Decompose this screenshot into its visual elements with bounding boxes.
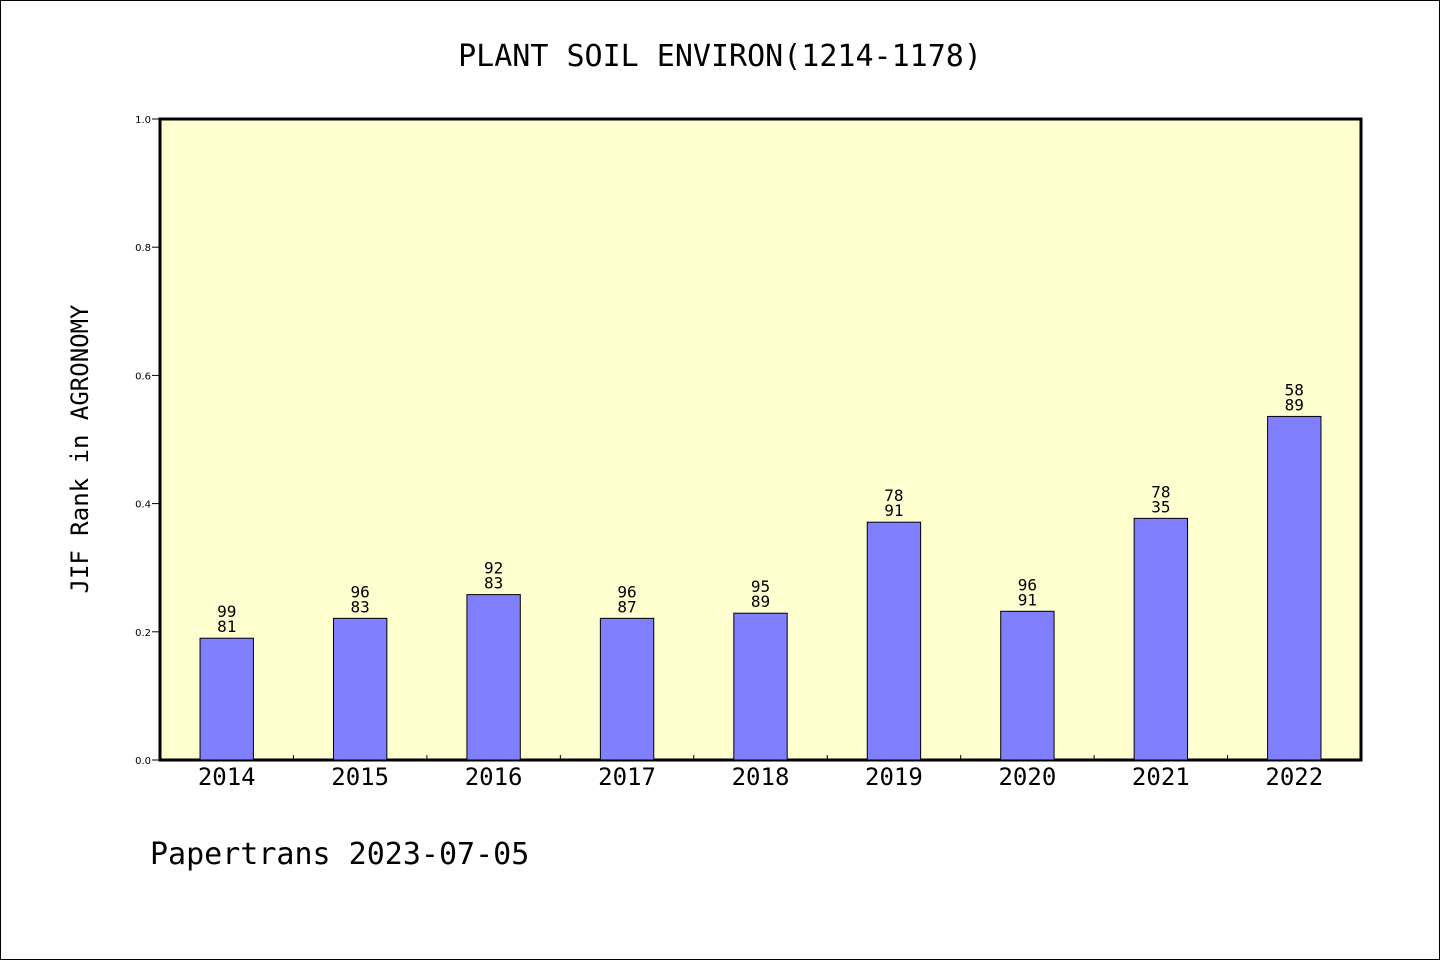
bar-label-top-2020: 96: [1018, 575, 1037, 594]
bar-label-bottom-2018: 89: [751, 592, 770, 611]
bar-label-bottom-2021: 35: [1151, 497, 1170, 516]
bar-label-top-2014: 99: [217, 602, 236, 621]
bar-label-bottom-2015: 83: [351, 597, 370, 616]
x-tick-label-2021: 2021: [1132, 763, 1190, 791]
bar-2015: [332, 617, 388, 761]
x-tick-label-2014: 2014: [198, 763, 256, 791]
y-tick-label: 0.4: [135, 500, 151, 511]
y-tick-label: 0.6: [135, 371, 151, 382]
bar-2016: [466, 594, 521, 761]
y-tick-label: 0.2: [135, 628, 151, 639]
bar-label-top-2016: 92: [484, 559, 503, 578]
bar-label-top-2015: 96: [351, 582, 370, 601]
y-tick-label: 1.0: [135, 115, 151, 126]
x-axis: 2014 2015 2016 2017 2018 2019 2020 2021 2022: [198, 755, 1323, 791]
y-tick-label: 0.0: [135, 756, 151, 767]
x-tick-label-2017: 2017: [598, 763, 656, 791]
bars-group: [199, 415, 1322, 761]
x-tick-label-2022: 2022: [1265, 763, 1323, 791]
footer-credit: Papertrans 2023-07-05: [150, 837, 529, 872]
bar-2022: [1267, 415, 1322, 761]
bar-label-top-2019: 78: [884, 486, 903, 505]
bar-label-top-2018: 95: [751, 577, 770, 596]
x-tick-label-2019: 2019: [865, 763, 923, 791]
bar-2021: [1133, 517, 1189, 761]
y-tick-label: 0.8: [135, 243, 151, 254]
bar-label-bottom-2017: 87: [617, 597, 636, 616]
bar-2014: [199, 637, 254, 761]
x-tick-label-2020: 2020: [998, 763, 1056, 791]
bar-label-bottom-2020: 91: [1018, 590, 1037, 609]
bar-2019: [866, 521, 922, 761]
bar-2018: [733, 612, 788, 761]
bar-2017: [599, 617, 655, 761]
bar-label-top-2022: 58: [1285, 380, 1304, 399]
bar-label-bottom-2014: 81: [217, 617, 236, 636]
y-axis: 0.0 0.2 0.4 0.6 0.8 1.0: [135, 115, 160, 767]
bar-label-bottom-2016: 83: [484, 574, 503, 593]
bar-label-top-2017: 96: [617, 582, 636, 601]
x-tick-label-2018: 2018: [732, 763, 790, 791]
bar-label-top-2021: 78: [1151, 482, 1170, 501]
bar-label-bottom-2019: 91: [884, 501, 903, 520]
bar-label-bottom-2022: 89: [1285, 395, 1304, 414]
x-tick-label-2016: 2016: [465, 763, 523, 791]
y-axis-label: JIF Rank in AGRONOMY: [66, 304, 94, 594]
bar-2020: [1000, 610, 1055, 761]
x-tick-label-2015: 2015: [331, 763, 389, 791]
chart-title: PLANT SOIL ENVIRON(1214-1178): [458, 39, 982, 74]
